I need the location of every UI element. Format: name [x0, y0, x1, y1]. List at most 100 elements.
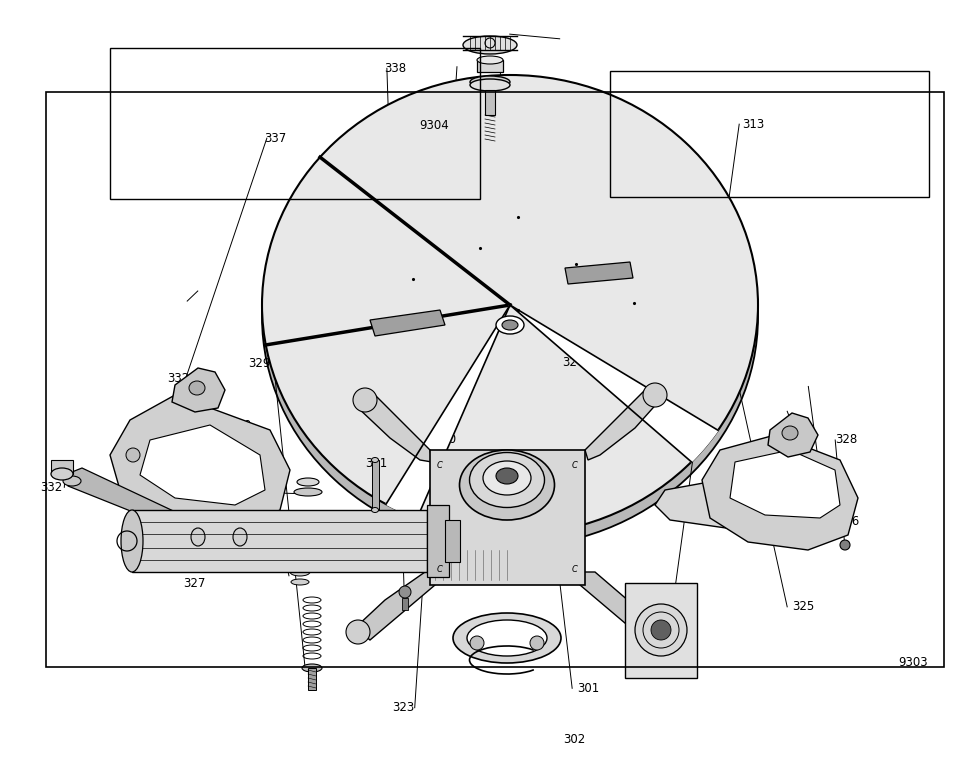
- Ellipse shape: [290, 568, 310, 576]
- Ellipse shape: [483, 461, 531, 495]
- Bar: [198, 528, 240, 546]
- Bar: [132, 510, 427, 572]
- Circle shape: [651, 620, 671, 640]
- Ellipse shape: [262, 87, 758, 547]
- Ellipse shape: [496, 468, 518, 484]
- Text: 324: 324: [563, 356, 585, 369]
- Bar: [445, 520, 460, 562]
- Text: 9303: 9303: [899, 656, 928, 669]
- Bar: [427, 505, 449, 577]
- Circle shape: [346, 620, 370, 644]
- Polygon shape: [565, 262, 633, 284]
- Text: 325: 325: [792, 601, 814, 613]
- Text: 323: 323: [393, 702, 415, 714]
- Text: 329: 329: [249, 358, 271, 370]
- Polygon shape: [140, 425, 265, 505]
- Polygon shape: [172, 368, 225, 412]
- Ellipse shape: [463, 36, 517, 54]
- Ellipse shape: [291, 579, 309, 585]
- Bar: [51, 460, 73, 474]
- Circle shape: [399, 586, 411, 598]
- Bar: [402, 598, 408, 610]
- Polygon shape: [768, 413, 818, 457]
- Bar: [430, 450, 585, 585]
- Circle shape: [635, 604, 687, 656]
- Ellipse shape: [189, 381, 205, 395]
- Polygon shape: [702, 435, 858, 550]
- Text: 301: 301: [577, 682, 599, 695]
- Bar: [175, 547, 255, 557]
- Ellipse shape: [372, 458, 378, 462]
- Circle shape: [643, 383, 667, 407]
- Text: 332: 332: [167, 372, 189, 385]
- Text: 326: 326: [124, 551, 146, 563]
- Polygon shape: [730, 450, 840, 518]
- Ellipse shape: [467, 620, 547, 656]
- Ellipse shape: [297, 478, 319, 486]
- Bar: [46, 92, 944, 667]
- Polygon shape: [110, 395, 290, 530]
- Polygon shape: [62, 468, 252, 558]
- Text: 338: 338: [384, 62, 406, 74]
- Text: 302: 302: [564, 733, 586, 746]
- Polygon shape: [386, 305, 510, 518]
- Polygon shape: [580, 572, 658, 640]
- Circle shape: [639, 620, 663, 644]
- Text: 328: 328: [835, 434, 857, 446]
- Polygon shape: [355, 395, 432, 462]
- Ellipse shape: [243, 549, 257, 557]
- Ellipse shape: [372, 508, 378, 512]
- Text: C: C: [572, 566, 578, 574]
- Ellipse shape: [782, 426, 798, 440]
- Ellipse shape: [496, 316, 524, 334]
- Text: 332: 332: [40, 481, 62, 494]
- Bar: [308, 668, 316, 690]
- Ellipse shape: [477, 56, 503, 64]
- Ellipse shape: [453, 613, 561, 663]
- Polygon shape: [655, 480, 825, 538]
- Bar: [610, 71, 929, 197]
- Text: 313: 313: [742, 118, 764, 130]
- Ellipse shape: [63, 476, 81, 486]
- Polygon shape: [355, 572, 436, 640]
- Ellipse shape: [121, 510, 143, 572]
- Ellipse shape: [294, 488, 322, 496]
- Text: C: C: [572, 460, 578, 469]
- Text: 326: 326: [824, 473, 846, 486]
- Polygon shape: [510, 305, 718, 462]
- Bar: [477, 60, 503, 72]
- Circle shape: [126, 448, 140, 462]
- Ellipse shape: [469, 452, 544, 508]
- Text: 310: 310: [229, 419, 252, 431]
- Polygon shape: [370, 310, 445, 336]
- Text: C: C: [437, 460, 443, 469]
- Ellipse shape: [191, 528, 205, 546]
- Polygon shape: [138, 518, 310, 562]
- Text: C: C: [437, 566, 443, 574]
- Text: 337: 337: [264, 132, 286, 144]
- Text: 333: 333: [114, 442, 136, 455]
- Bar: [485, 90, 495, 115]
- Bar: [372, 460, 379, 510]
- Circle shape: [840, 540, 850, 550]
- Ellipse shape: [460, 450, 555, 520]
- Text: 9304: 9304: [420, 120, 449, 132]
- Text: 330: 330: [434, 433, 456, 445]
- Ellipse shape: [470, 76, 510, 88]
- Text: 335: 335: [244, 487, 266, 499]
- Circle shape: [353, 388, 377, 412]
- Text: 331: 331: [365, 457, 387, 469]
- Ellipse shape: [502, 320, 518, 330]
- Circle shape: [470, 636, 484, 650]
- Ellipse shape: [302, 664, 322, 672]
- Ellipse shape: [291, 544, 309, 552]
- Ellipse shape: [262, 75, 758, 535]
- Ellipse shape: [51, 468, 73, 480]
- Polygon shape: [585, 390, 660, 460]
- Ellipse shape: [233, 528, 247, 546]
- Bar: [110, 48, 480, 199]
- Text: 334: 334: [182, 483, 204, 495]
- Text: 327: 327: [183, 577, 205, 590]
- Text: 336: 336: [837, 515, 859, 528]
- Polygon shape: [145, 540, 300, 570]
